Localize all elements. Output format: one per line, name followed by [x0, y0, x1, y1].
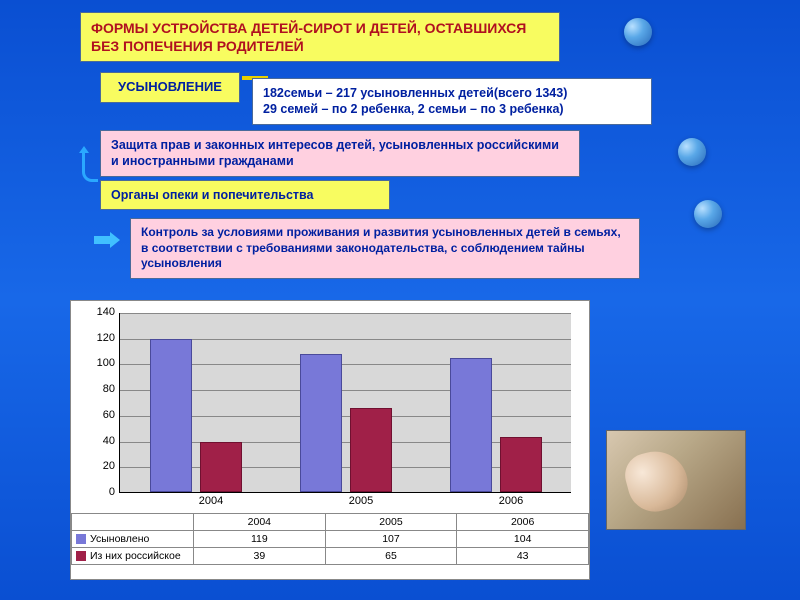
- table-legend-cell: Из них российское: [72, 548, 194, 565]
- table-legend-cell: Усыновлено: [72, 531, 194, 548]
- y-axis-tick: 120: [85, 332, 115, 344]
- organs-box: Органы опеки и попечительства: [100, 180, 390, 210]
- table-data-cell: 43: [457, 548, 589, 565]
- y-axis-tick: 0: [85, 486, 115, 498]
- chart-plot-area: [119, 313, 571, 493]
- stats-line: 182семьи – 217 усыновленных детей(всего …: [263, 85, 641, 101]
- table-header-cell: 2005: [325, 514, 457, 531]
- table-header-cell: 2004: [194, 514, 326, 531]
- x-axis-tick: 2005: [331, 495, 391, 507]
- adoption-stats: 182семьи – 217 усыновленных детей(всего …: [252, 78, 652, 125]
- table-header-cell: 2006: [457, 514, 589, 531]
- title-box: ФОРМЫ УСТРОЙСТВА ДЕТЕЙ-СИРОТ И ДЕТЕЙ, ОС…: [80, 12, 560, 62]
- y-axis-tick: 140: [85, 306, 115, 318]
- y-axis-tick: 60: [85, 409, 115, 421]
- table-data-cell: 39: [194, 548, 326, 565]
- decorative-sphere-2: [678, 138, 706, 166]
- right-arrow-icon: [94, 232, 120, 248]
- table-data-cell: 104: [457, 531, 589, 548]
- adoption-label: УСЫНОВЛЕНИЕ: [100, 72, 240, 103]
- bar: [450, 358, 492, 492]
- adoption-chart: 020406080100120140 200420052006 20042005…: [70, 300, 590, 580]
- bar: [150, 339, 192, 492]
- rights-box: Защита прав и законных интересов детей, …: [100, 130, 580, 177]
- table-data-cell: 119: [194, 531, 326, 548]
- bar: [500, 437, 542, 492]
- curved-arrow-icon: [82, 152, 98, 182]
- x-axis-tick: 2006: [481, 495, 541, 507]
- decorative-sphere-1: [624, 18, 652, 46]
- control-box: Контроль за условиями проживания и разви…: [130, 218, 640, 279]
- y-axis-tick: 40: [85, 435, 115, 447]
- bar: [300, 354, 342, 492]
- stats-line: 29 семей – по 2 ребенка, 2 семьи – по 3 …: [263, 101, 641, 117]
- chart-data-table: 200420052006 Усыновлено119107104 Из них ро…: [71, 513, 589, 565]
- y-axis-tick: 80: [85, 383, 115, 395]
- decorative-sphere-3: [694, 200, 722, 228]
- bar: [350, 408, 392, 492]
- table-data-cell: 65: [325, 548, 457, 565]
- bar: [200, 442, 242, 492]
- y-axis-tick: 100: [85, 357, 115, 369]
- y-axis-tick: 20: [85, 460, 115, 472]
- table-data-cell: 107: [325, 531, 457, 548]
- hands-photo: [606, 430, 746, 530]
- x-axis-tick: 2004: [181, 495, 241, 507]
